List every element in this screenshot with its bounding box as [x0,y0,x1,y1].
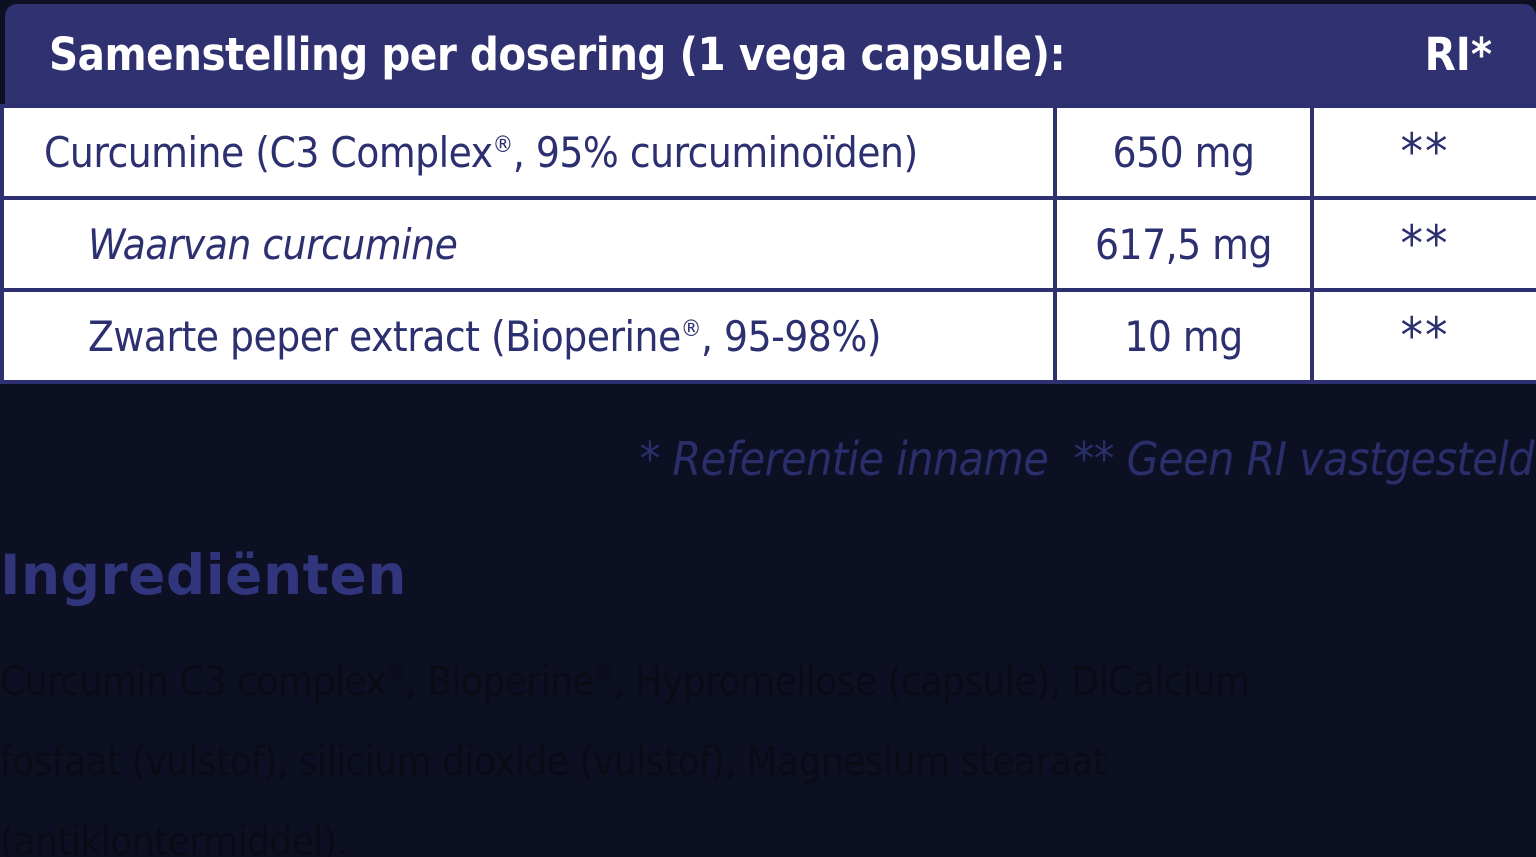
ingredients-line: Curcumin C3 complex®, Bioperine®, Hyprom… [0,659,1250,705]
ri-column-header: RI* [1424,27,1492,81]
table-title: Samenstelling per dosering (1 vega capsu… [49,27,1066,81]
amount-cell: 617,5 mg [1053,196,1314,292]
amount-cell: 10 mg [1053,288,1314,384]
ri-cell: ** [1310,104,1536,200]
ingredients-heading: Ingrediënten [0,543,407,607]
ingredient-name-cell: Waarvan curcumine [0,196,1057,292]
composition-table: Curcumine (C3 Complex®, 95% curcuminoïde… [0,104,1536,384]
ingredient-name-cell: Curcumine (C3 Complex®, 95% curcuminoïde… [0,104,1057,200]
table-header-bar: Samenstelling per dosering (1 vega capsu… [5,4,1536,104]
ri-cell: ** [1310,196,1536,292]
amount-cell: 650 mg [1053,104,1314,200]
table-row: Waarvan curcumine 617,5 mg ** [0,196,1536,292]
ingredients-line: fosfaat (vulstof), silicium dioxide (vul… [0,739,1107,785]
ingredient-name-cell: Zwarte peper extract (Bioperine®, 95-98%… [0,288,1057,384]
table-row: Zwarte peper extract (Bioperine®, 95-98%… [0,288,1536,384]
footnote: * Referentie inname ** Geen RI vastgeste… [639,432,1535,486]
ri-cell: ** [1310,288,1536,384]
ingredients-line: (antiklontermiddel). [0,819,348,857]
ingredients-text: Curcumin C3 complex®, Bioperine®, Hyprom… [0,642,1536,857]
table-row: Curcumine (C3 Complex®, 95% curcuminoïde… [0,104,1536,200]
